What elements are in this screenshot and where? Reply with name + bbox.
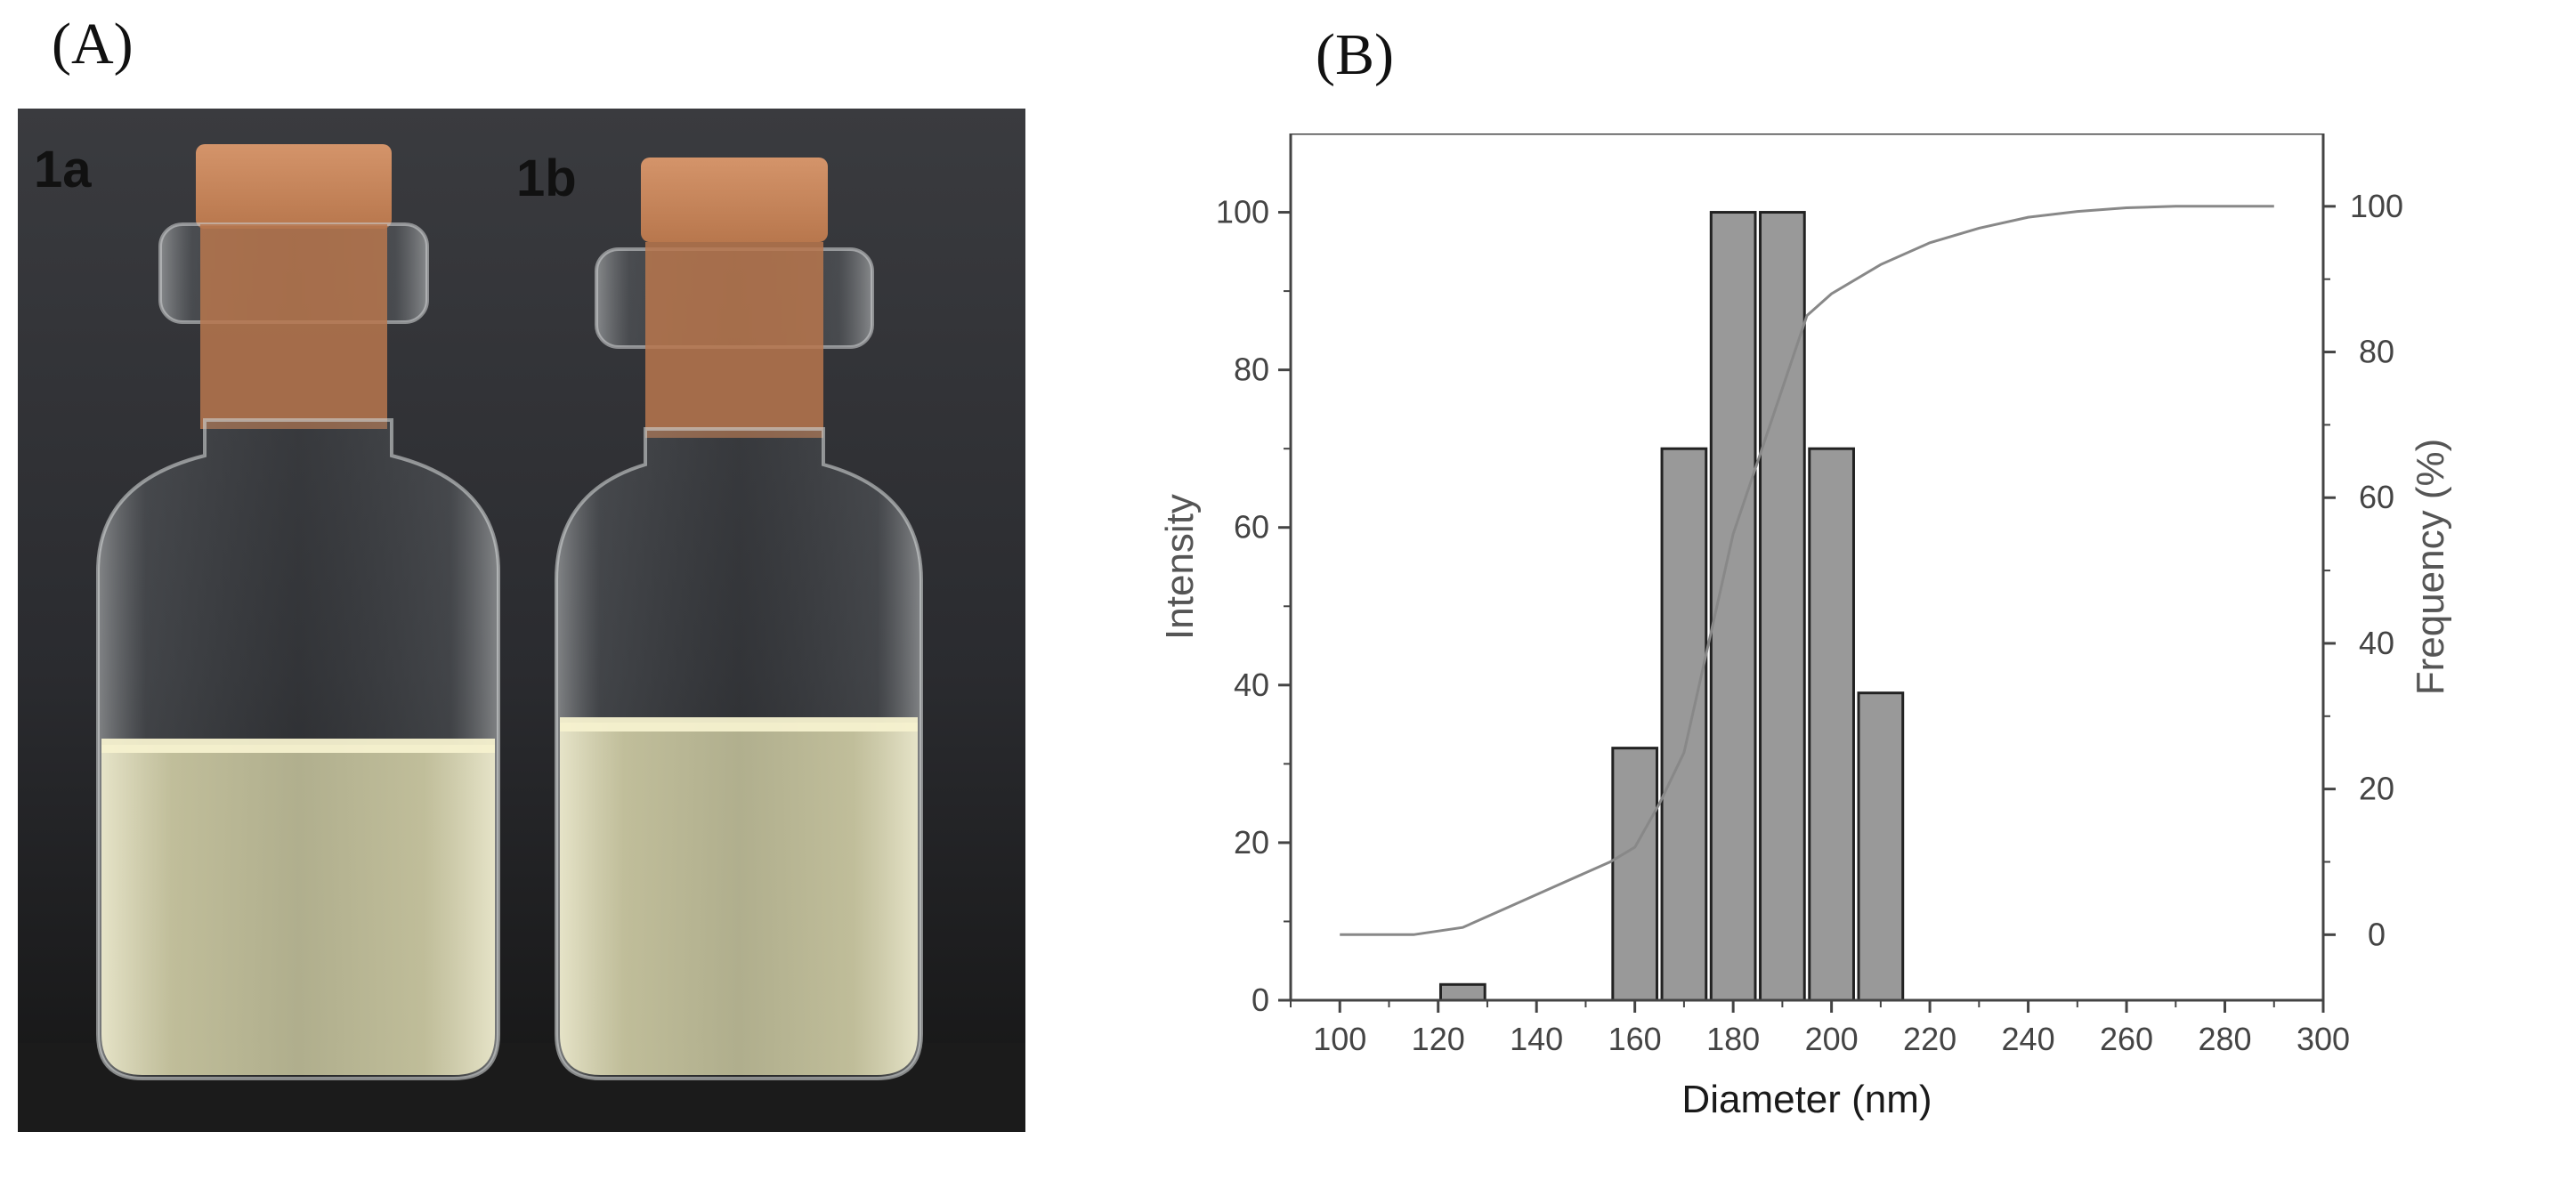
y2-tick-label-20: 20 (2359, 771, 2394, 807)
x-tick-label-200: 200 (1805, 1021, 1859, 1057)
vial-label-1b: 1b (516, 150, 577, 207)
cumulative-frequency-line (1340, 205, 2274, 936)
bar-210 (1857, 691, 1905, 1002)
vial-1a (96, 144, 500, 1080)
x-tick-label-300: 300 (2297, 1021, 2350, 1057)
y-tick-label-60: 60 (1234, 509, 1269, 546)
bar-170 (1660, 447, 1708, 1002)
bar-160 (1611, 747, 1659, 1002)
vial-label-1a: 1a (34, 141, 92, 198)
bar-190 (1759, 211, 1806, 1002)
bar-125 (1438, 982, 1486, 1002)
x-tick-label-140: 140 (1510, 1021, 1563, 1057)
y2-axis-title: Frequency (%) (2409, 439, 2452, 696)
y2-tick-label-0: 0 (2368, 916, 2386, 952)
y2-tick-label-80: 80 (2359, 334, 2394, 370)
x-tick-label-260: 260 (2100, 1021, 2153, 1057)
x-tick-label-180: 180 (1706, 1021, 1760, 1057)
y2-tick-label-40: 40 (2359, 625, 2394, 661)
plot-frame (1289, 133, 2325, 1002)
y-tick-label-40: 40 (1234, 667, 1269, 703)
x-tick-label-100: 100 (1313, 1021, 1366, 1057)
x-tick-label-280: 280 (2198, 1021, 2251, 1057)
y2-tick-label-100: 100 (2350, 188, 2403, 224)
y2-tick-label-60: 60 (2359, 479, 2394, 515)
x-axis-title: Diameter (nm) (1681, 1078, 1932, 1121)
vials-photo: 1a 1b (18, 109, 1025, 1132)
bars-layer (1438, 211, 1905, 1002)
y-tick-label-0: 0 (1252, 982, 1269, 1018)
bar-180 (1709, 211, 1757, 1002)
x-tick-label-160: 160 (1608, 1021, 1662, 1057)
panel-a-label: (A) (52, 12, 134, 77)
bar-200 (1808, 447, 1855, 1002)
panel-b-label: (B) (1316, 22, 1394, 87)
diameter-chart: 100 120 140 160 180 200 220 240 260 280 3000204060… (1158, 133, 2452, 1121)
y-tick-label-80: 80 (1234, 352, 1269, 388)
y-axis-title: Intensity (1158, 494, 1202, 640)
vial-1b (555, 158, 923, 1080)
y-tick-label-100: 100 (1216, 194, 1269, 230)
x-tick-label-240: 240 (2002, 1021, 2055, 1057)
ticks-layer: 100 120 140 160 180 200 220 240 260 280 3000204060… (1216, 188, 2403, 1057)
y-tick-label-20: 20 (1234, 824, 1269, 861)
x-tick-label-120: 120 (1412, 1021, 1465, 1057)
x-tick-label-220: 220 (1903, 1021, 1956, 1057)
